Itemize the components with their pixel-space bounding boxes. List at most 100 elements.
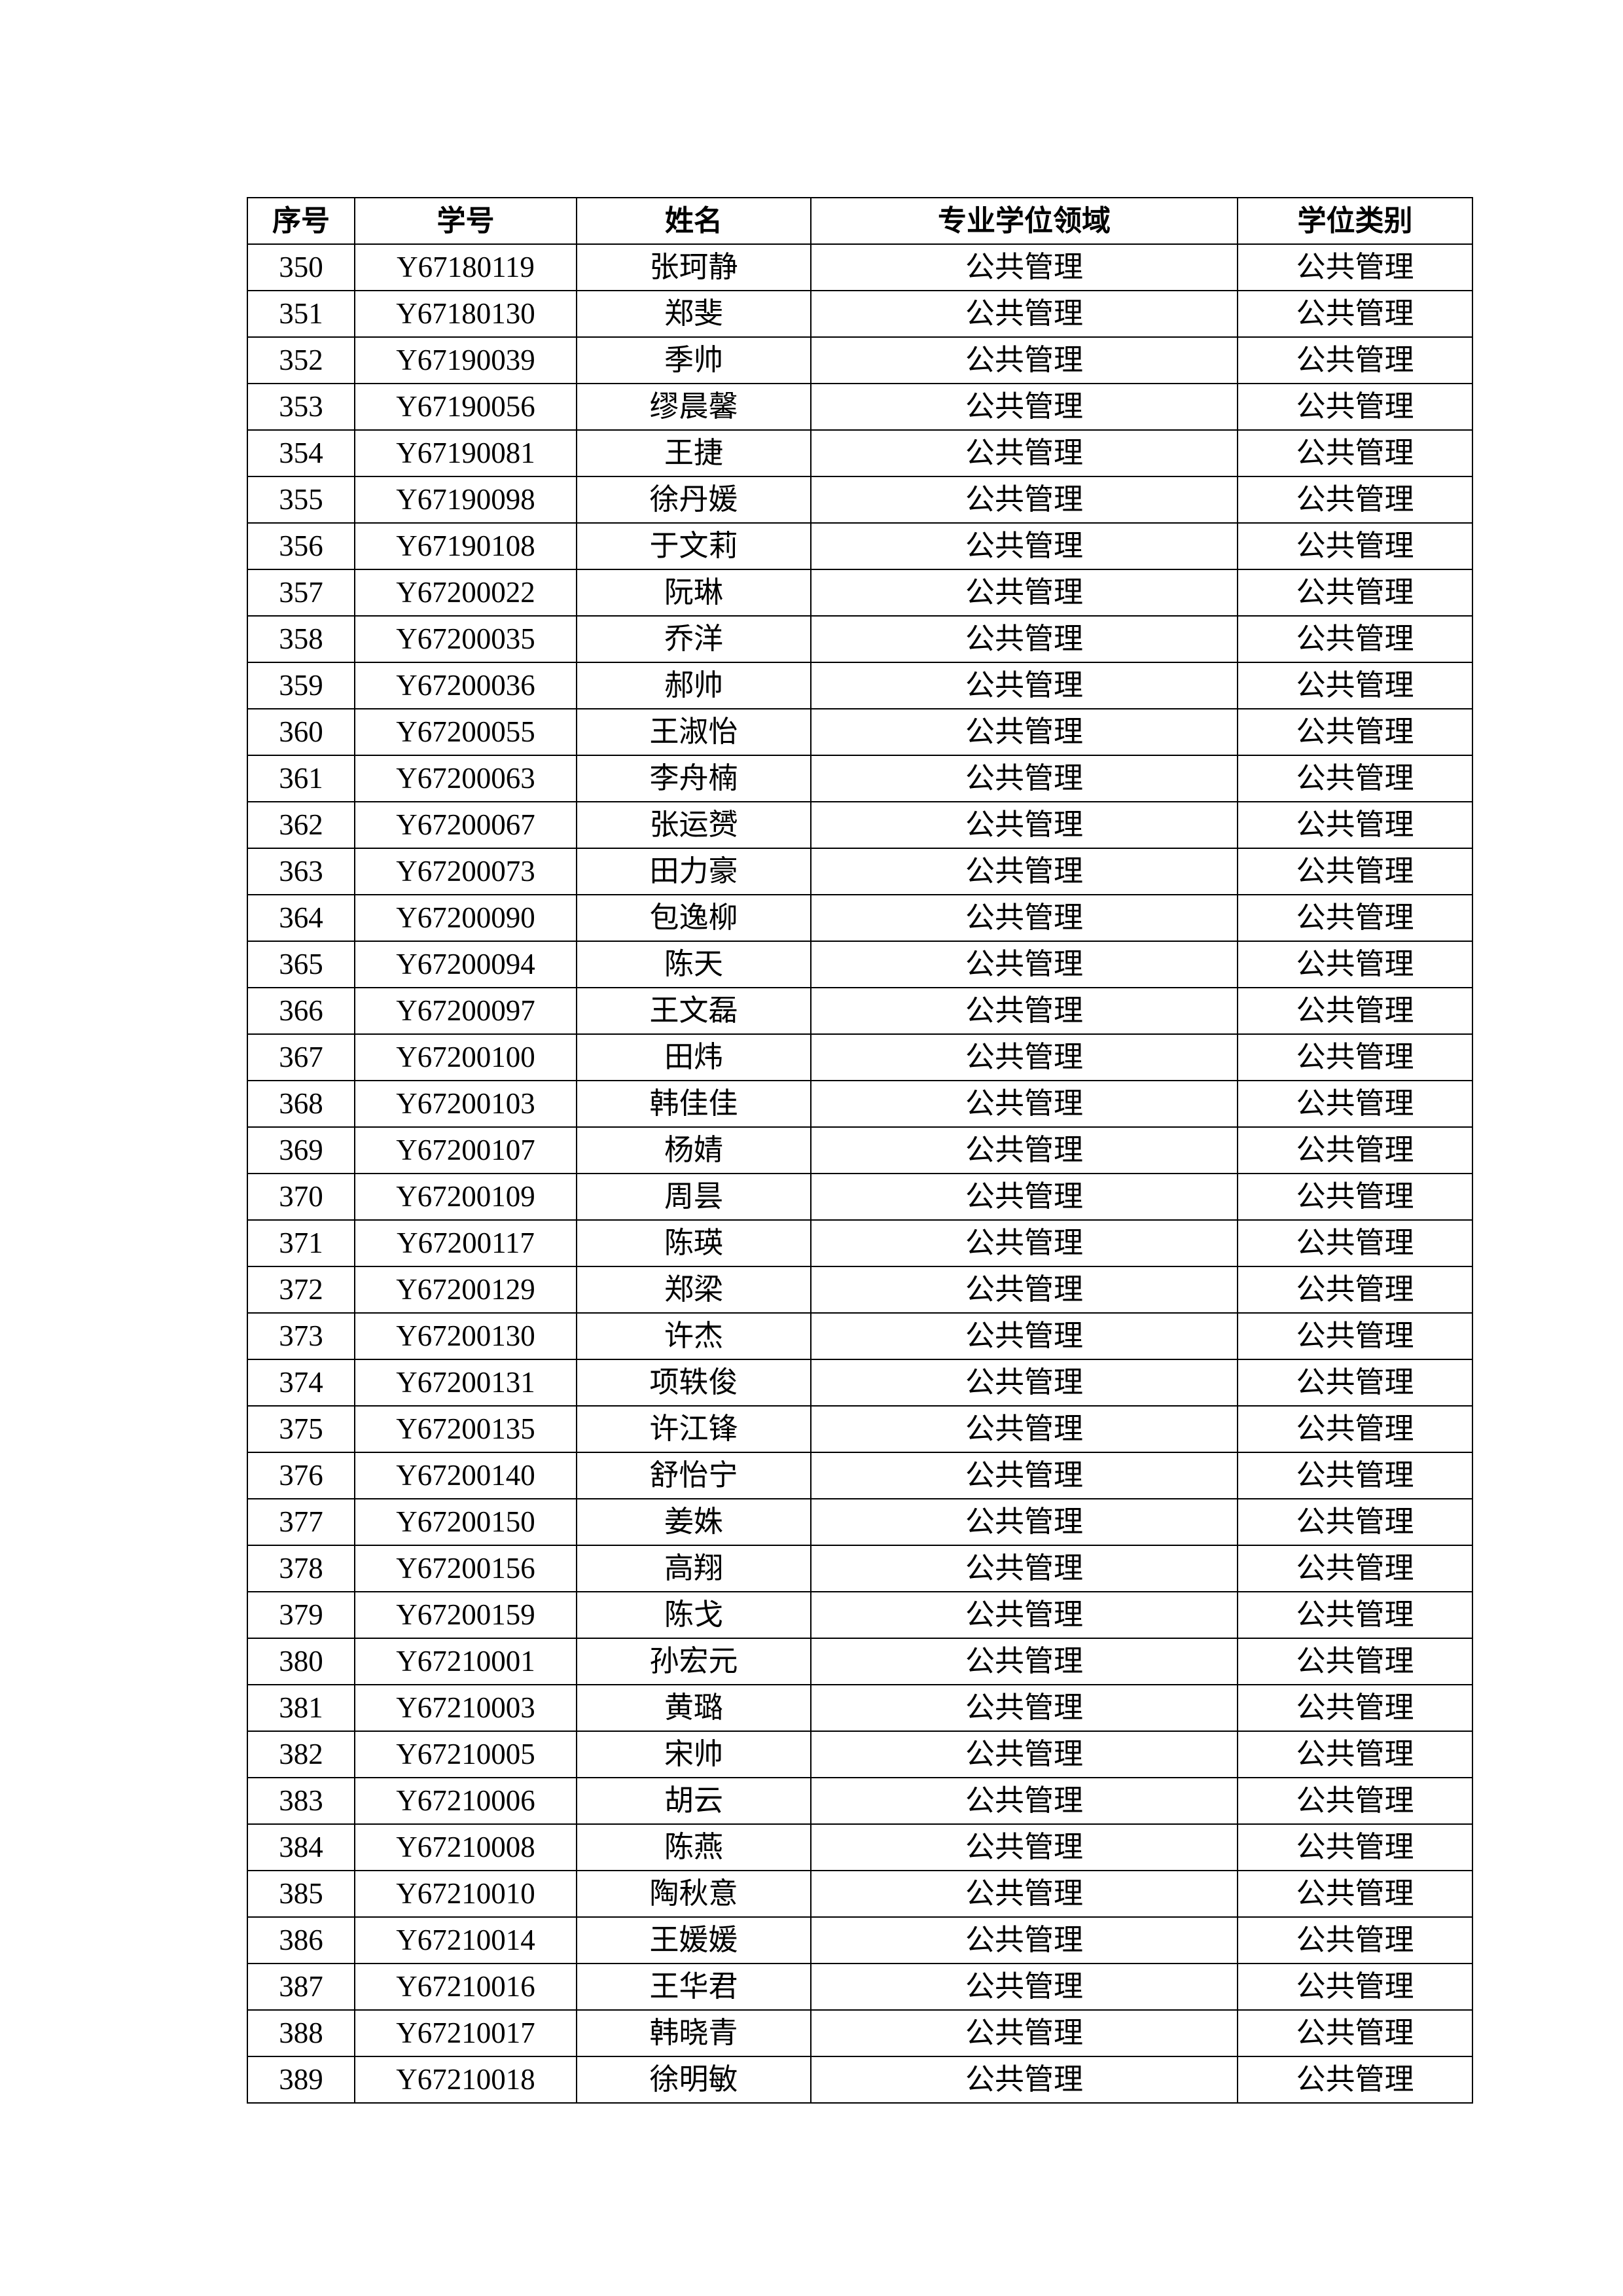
cell-degree-field: 公共管理 [810, 2009, 1238, 2057]
cell-serial-number: 357 [247, 569, 355, 617]
cell-student-id: Y67200135 [354, 1405, 577, 1453]
cell-serial-number: 381 [247, 1684, 355, 1732]
cell-degree-field: 公共管理 [810, 2056, 1238, 2104]
cell-serial-number: 384 [247, 1823, 355, 1871]
cell-serial-number: 361 [247, 755, 355, 802]
cell-degree-field: 公共管理 [810, 1777, 1238, 1825]
cell-degree-category: 公共管理 [1237, 1963, 1473, 2011]
table-row: 387 Y67210016 王华君 公共管理 公共管理 [247, 1963, 1473, 2011]
cell-serial-number: 385 [247, 1870, 355, 1918]
cell-student-id: Y67210006 [354, 1777, 577, 1825]
cell-student-id: Y67200103 [354, 1080, 577, 1128]
cell-degree-category: 公共管理 [1237, 1359, 1473, 1407]
cell-name: 张珂静 [576, 243, 812, 291]
cell-degree-category: 公共管理 [1237, 1638, 1473, 1685]
cell-student-id: Y67200131 [354, 1359, 577, 1407]
cell-degree-field: 公共管理 [810, 662, 1238, 709]
cell-degree-field: 公共管理 [810, 336, 1238, 384]
cell-name: 许杰 [576, 1312, 812, 1360]
cell-student-id: Y67210017 [354, 2009, 577, 2057]
table-row: 380 Y67210001 孙宏元 公共管理 公共管理 [247, 1638, 1473, 1685]
cell-degree-category: 公共管理 [1237, 615, 1473, 663]
cell-student-id: Y67180130 [354, 290, 577, 338]
cell-degree-category: 公共管理 [1237, 848, 1473, 895]
cell-name: 周昙 [576, 1173, 812, 1221]
cell-degree-field: 公共管理 [810, 1173, 1238, 1221]
cell-name: 阮琳 [576, 569, 812, 617]
cell-degree-field: 公共管理 [810, 1126, 1238, 1174]
cell-degree-field: 公共管理 [810, 1405, 1238, 1453]
cell-degree-category: 公共管理 [1237, 755, 1473, 802]
cell-serial-number: 369 [247, 1126, 355, 1174]
table-row: 356 Y67190108 于文莉 公共管理 公共管理 [247, 522, 1473, 570]
table-row: 374 Y67200131 项轶俊 公共管理 公共管理 [247, 1359, 1473, 1407]
cell-name: 王华君 [576, 1963, 812, 2011]
cell-serial-number: 352 [247, 336, 355, 384]
table-row: 351 Y67180130 郑斐 公共管理 公共管理 [247, 290, 1473, 338]
table-row: 363 Y67200073 田力豪 公共管理 公共管理 [247, 848, 1473, 895]
cell-degree-category: 公共管理 [1237, 801, 1473, 849]
cell-name: 高翔 [576, 1545, 812, 1592]
cell-student-id: Y67200022 [354, 569, 577, 617]
cell-degree-field: 公共管理 [810, 1033, 1238, 1081]
table-row: 361 Y67200063 李舟楠 公共管理 公共管理 [247, 755, 1473, 802]
table-row: 377 Y67200150 姜姝 公共管理 公共管理 [247, 1498, 1473, 1546]
cell-degree-category: 公共管理 [1237, 894, 1473, 942]
table-row: 378 Y67200156 高翔 公共管理 公共管理 [247, 1545, 1473, 1592]
cell-name: 项轶俊 [576, 1359, 812, 1407]
cell-student-id: Y67210016 [354, 1963, 577, 2011]
cell-degree-category: 公共管理 [1237, 383, 1473, 431]
table-row: 358 Y67200035 乔洋 公共管理 公共管理 [247, 615, 1473, 663]
cell-degree-category: 公共管理 [1237, 1591, 1473, 1639]
cell-name: 陈天 [576, 941, 812, 988]
cell-name: 舒怡宁 [576, 1452, 812, 1499]
cell-student-id: Y67200130 [354, 1312, 577, 1360]
cell-degree-field: 公共管理 [810, 1219, 1238, 1267]
cell-degree-field: 公共管理 [810, 522, 1238, 570]
table-row: 362 Y67200067 张运赟 公共管理 公共管理 [247, 801, 1473, 849]
cell-serial-number: 360 [247, 708, 355, 756]
cell-student-id: Y67200109 [354, 1173, 577, 1221]
cell-name: 韩佳佳 [576, 1080, 812, 1128]
cell-name: 许江锋 [576, 1405, 812, 1453]
header-name: 姓名 [576, 197, 812, 245]
cell-degree-field: 公共管理 [810, 383, 1238, 431]
cell-serial-number: 371 [247, 1219, 355, 1267]
header-degree-field: 专业学位领域 [810, 197, 1238, 245]
cell-name: 徐丹媛 [576, 476, 812, 524]
cell-degree-field: 公共管理 [810, 290, 1238, 338]
cell-degree-field: 公共管理 [810, 1731, 1238, 1778]
cell-name: 田力豪 [576, 848, 812, 895]
cell-student-id: Y67200150 [354, 1498, 577, 1546]
cell-degree-field: 公共管理 [810, 615, 1238, 663]
table-row: 382 Y67210005 宋帅 公共管理 公共管理 [247, 1731, 1473, 1778]
table-row: 384 Y67210008 陈燕 公共管理 公共管理 [247, 1823, 1473, 1871]
cell-serial-number: 372 [247, 1266, 355, 1314]
cell-student-id: Y67210003 [354, 1684, 577, 1732]
cell-student-id: Y67200094 [354, 941, 577, 988]
cell-degree-category: 公共管理 [1237, 1312, 1473, 1360]
cell-name: 陈瑛 [576, 1219, 812, 1267]
table-row: 353 Y67190056 缪晨馨 公共管理 公共管理 [247, 383, 1473, 431]
cell-degree-category: 公共管理 [1237, 243, 1473, 291]
cell-name: 郑斐 [576, 290, 812, 338]
cell-degree-field: 公共管理 [810, 1823, 1238, 1871]
cell-student-id: Y67200055 [354, 708, 577, 756]
cell-name: 陈燕 [576, 1823, 812, 1871]
table-header-row: 序号 学号 姓名 专业学位领域 学位类别 [247, 197, 1473, 245]
cell-degree-field: 公共管理 [810, 1916, 1238, 1964]
student-degree-table: 序号 学号 姓名 专业学位领域 学位类别 350 Y67180119 张珂静 公共管理… [247, 197, 1473, 2104]
cell-degree-category: 公共管理 [1237, 1173, 1473, 1221]
table-row: 352 Y67190039 季帅 公共管理 公共管理 [247, 336, 1473, 384]
table-row: 367 Y67200100 田炜 公共管理 公共管理 [247, 1033, 1473, 1081]
cell-degree-field: 公共管理 [810, 1963, 1238, 2011]
cell-serial-number: 377 [247, 1498, 355, 1546]
table-row: 383 Y67210006 胡云 公共管理 公共管理 [247, 1777, 1473, 1825]
cell-serial-number: 350 [247, 243, 355, 291]
table-row: 386 Y67210014 王媛媛 公共管理 公共管理 [247, 1916, 1473, 1964]
table-row: 350 Y67180119 张珂静 公共管理 公共管理 [247, 243, 1473, 291]
cell-name: 王媛媛 [576, 1916, 812, 1964]
table-row: 388 Y67210017 韩晓青 公共管理 公共管理 [247, 2009, 1473, 2057]
cell-degree-category: 公共管理 [1237, 1080, 1473, 1128]
cell-degree-category: 公共管理 [1237, 429, 1473, 477]
